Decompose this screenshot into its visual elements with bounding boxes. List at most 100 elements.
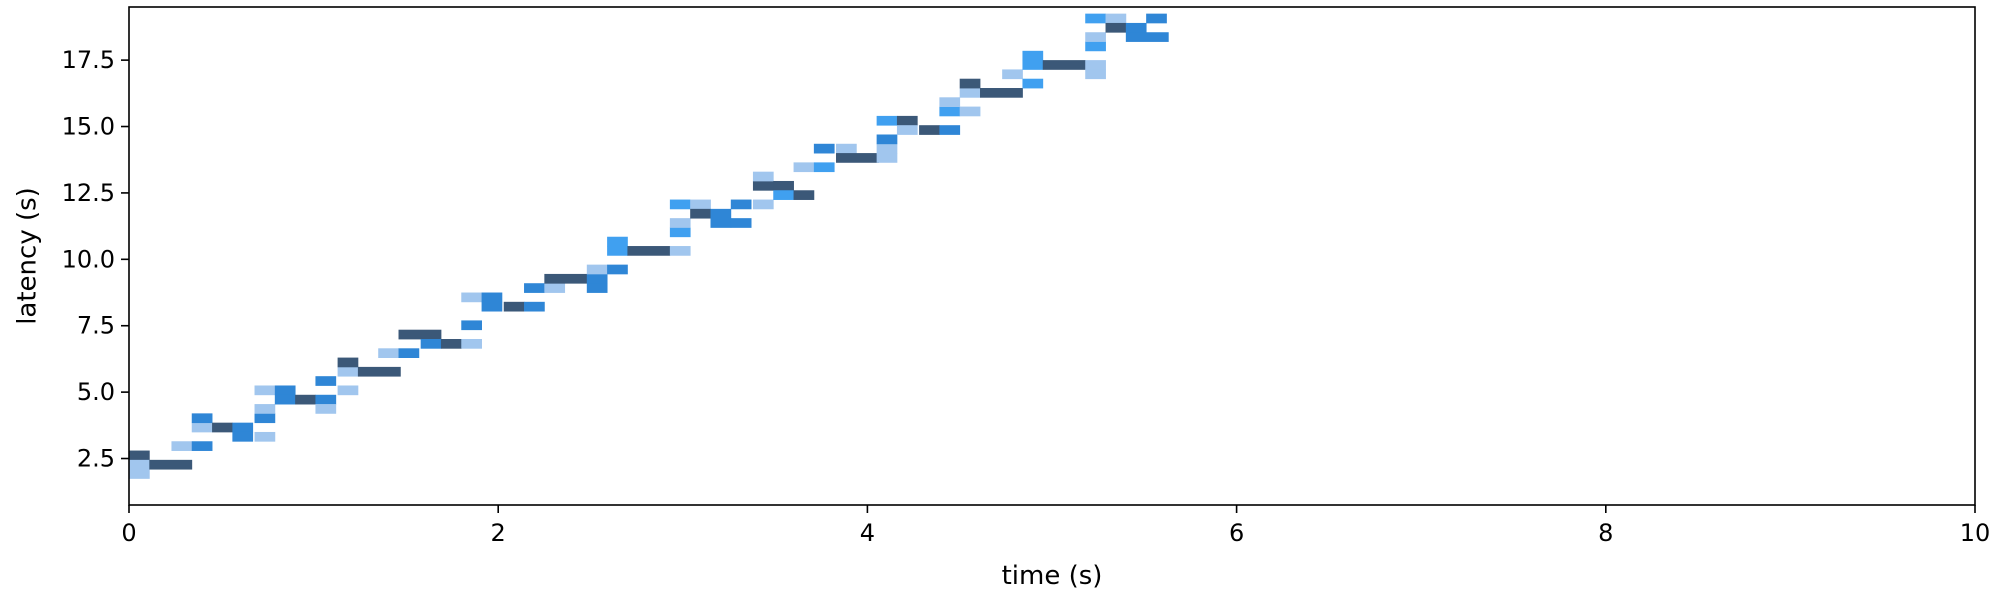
y-tick-label: 17.5: [62, 46, 115, 74]
heatmap-cell: [730, 218, 752, 228]
heatmap-cell: [1002, 69, 1023, 80]
y-tick-label: 5.0: [77, 378, 115, 406]
heatmap-cell: [896, 125, 918, 135]
heatmap-cell: [1146, 13, 1167, 24]
heatmap-cell: [752, 171, 774, 182]
heatmap-cell: [398, 329, 442, 340]
heatmap-cell: [1125, 22, 1147, 33]
heatmap-cell: [690, 208, 711, 219]
heatmap-cell: [876, 115, 898, 126]
heatmap-cell: [1085, 60, 1106, 70]
heatmap-cell: [876, 153, 898, 163]
heatmap-cell: [315, 404, 337, 414]
x-tick-label: 4: [860, 519, 875, 547]
heatmap-cell: [773, 180, 794, 191]
heatmap-cell: [232, 422, 254, 433]
heatmap-cells: [129, 13, 1169, 479]
heatmap-cell: [939, 106, 961, 117]
heatmap-cell: [357, 366, 401, 377]
heatmap-cell: [813, 143, 835, 154]
heatmap-cell: [461, 320, 482, 331]
heatmap-cell: [274, 385, 296, 396]
x-axis-ticks: 0 2 4 6 8 10: [121, 505, 1990, 547]
heatmap-cell: [461, 339, 482, 349]
heatmap-cell: [337, 385, 359, 396]
heatmap-cell: [503, 301, 525, 312]
heatmap-cell: [232, 431, 254, 442]
heatmap-cell: [896, 115, 918, 126]
x-tick-label: 2: [491, 519, 506, 547]
heatmap-cell: [274, 394, 296, 405]
heatmap-cell: [586, 283, 608, 293]
heatmap-cell: [669, 199, 691, 210]
plot-frame: [128, 6, 1976, 506]
heatmap-cell: [481, 292, 503, 303]
heatmap-cell: [939, 97, 961, 107]
heatmap-cell: [544, 283, 566, 293]
heatmap-cell: [1085, 69, 1106, 80]
heatmap-cell: [1042, 60, 1086, 70]
y-tick-label: 7.5: [77, 312, 115, 340]
heatmap-cell: [1085, 41, 1106, 52]
heatmap-cell: [627, 246, 671, 256]
y-tick-label: 10.0: [62, 245, 115, 273]
heatmap-cell: [919, 125, 940, 135]
y-tick-label: 12.5: [62, 179, 115, 207]
x-tick-label: 6: [1229, 519, 1244, 547]
heatmap-cell: [129, 450, 150, 461]
heatmap-cell: [1105, 13, 1127, 24]
heatmap-cell: [1022, 50, 1044, 61]
heatmap-cell: [959, 88, 981, 98]
heatmap-cell: [669, 246, 691, 256]
heatmap-cell: [813, 162, 835, 173]
x-tick-label: 8: [1598, 519, 1613, 547]
heatmap-cell: [420, 339, 442, 349]
heatmap-cell: [191, 413, 213, 424]
y-tick-label: 2.5: [77, 445, 115, 473]
y-axis-ticks: 2.5 5.0 7.5 10.0 12.5 15.0 17.5: [62, 46, 129, 473]
heatmap-cell: [337, 357, 359, 368]
heatmap-cell: [149, 459, 193, 470]
heatmap-cell: [440, 339, 462, 349]
heatmap-cell: [254, 404, 276, 414]
heatmap-cell: [752, 199, 774, 210]
heatmap-cell: [461, 292, 482, 303]
heatmap-cell: [129, 459, 150, 470]
heatmap-cell: [669, 227, 691, 238]
x-tick-label: 10: [1960, 519, 1991, 547]
heatmap-cell: [793, 162, 815, 173]
heatmap-cell: [254, 413, 276, 424]
heatmap-cell: [1105, 22, 1127, 33]
heatmap-cell: [254, 385, 276, 396]
heatmap-cell: [481, 301, 503, 312]
heatmap-cell: [315, 394, 337, 405]
heatmap-cell: [212, 422, 233, 433]
heatmap-cell: [315, 376, 337, 386]
x-axis-label: time (s): [1002, 561, 1103, 591]
heatmap-cell: [524, 301, 545, 312]
heatmap-cell: [1085, 13, 1106, 24]
heatmap-cell: [129, 469, 150, 479]
heatmap-cell: [254, 431, 276, 442]
heatmap-cell: [669, 218, 691, 228]
heatmap-cell: [752, 180, 774, 191]
heatmap-cell: [939, 125, 961, 135]
heatmap-cell: [876, 143, 898, 154]
heatmap-cell: [959, 106, 981, 117]
heatmap-cell: [337, 366, 359, 377]
heatmap-cell: [1022, 60, 1044, 70]
heatmap-cell: [1022, 78, 1044, 89]
heatmap-cell: [980, 88, 1023, 98]
heatmap-cell: [793, 190, 815, 200]
x-tick-label: 0: [121, 519, 136, 547]
heatmap-cell: [1085, 32, 1106, 42]
heatmap-cell: [607, 246, 628, 256]
heatmap-cell: [544, 273, 588, 284]
heatmap-cell: [1125, 32, 1169, 42]
heatmap-cell: [710, 218, 732, 228]
heatmap-cell: [690, 199, 711, 210]
heatmap-cell: [607, 236, 628, 247]
heatmap-cell: [191, 422, 213, 433]
